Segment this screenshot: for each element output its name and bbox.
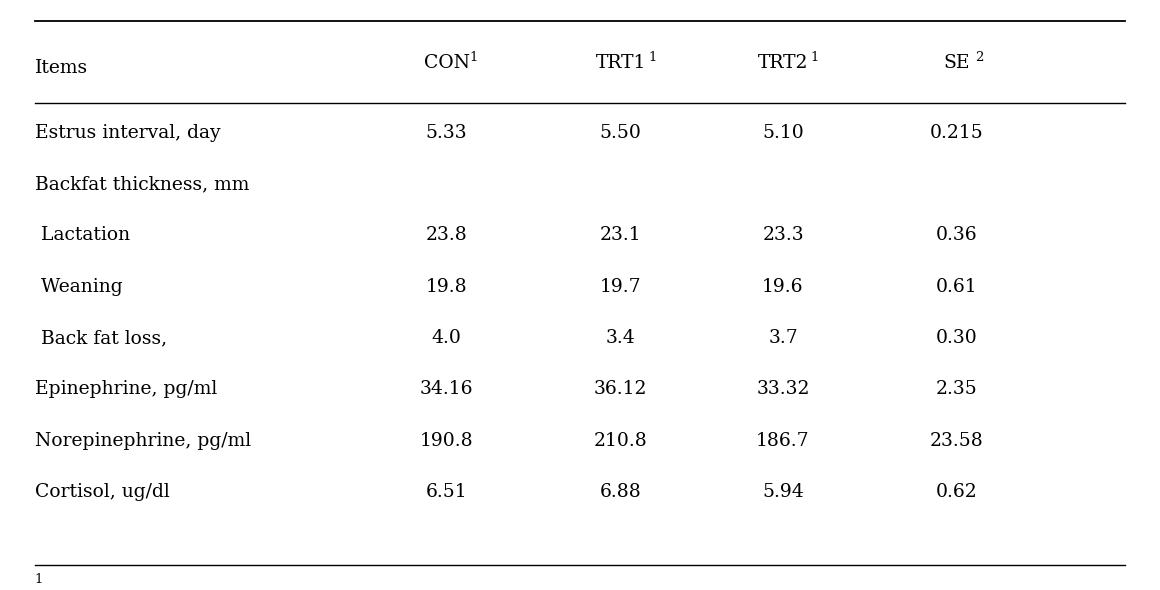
Text: Weaning: Weaning [35, 278, 123, 296]
Text: 2: 2 [976, 51, 984, 64]
Text: Cortisol, ug/dl: Cortisol, ug/dl [35, 483, 169, 501]
Text: 0.61: 0.61 [936, 278, 978, 296]
Text: 3.7: 3.7 [768, 329, 798, 347]
Text: 23.8: 23.8 [426, 227, 467, 244]
Text: CON: CON [423, 54, 470, 72]
Text: 1: 1 [648, 51, 657, 64]
Text: 210.8: 210.8 [594, 432, 647, 450]
Text: 1: 1 [35, 573, 43, 586]
Text: 0.30: 0.30 [936, 329, 978, 347]
Text: 5.10: 5.10 [762, 124, 804, 142]
Text: 1: 1 [470, 51, 478, 64]
Text: 23.1: 23.1 [600, 227, 641, 244]
Text: 33.32: 33.32 [756, 381, 810, 398]
Text: Epinephrine, pg/ml: Epinephrine, pg/ml [35, 381, 217, 398]
Text: 0.36: 0.36 [936, 227, 978, 244]
Text: Norepinephrine, pg/ml: Norepinephrine, pg/ml [35, 432, 251, 450]
Text: TRT1: TRT1 [595, 54, 646, 72]
Text: 186.7: 186.7 [756, 432, 810, 450]
Text: Backfat thickness, mm: Backfat thickness, mm [35, 175, 249, 193]
Text: 2.35: 2.35 [936, 381, 978, 398]
Text: 190.8: 190.8 [420, 432, 473, 450]
Text: 0.215: 0.215 [930, 124, 984, 142]
Text: 23.58: 23.58 [930, 432, 984, 450]
Text: 6.88: 6.88 [600, 483, 641, 501]
Text: Items: Items [35, 59, 88, 77]
Text: 19.7: 19.7 [600, 278, 641, 296]
Text: 1: 1 [811, 51, 819, 64]
Text: 6.51: 6.51 [426, 483, 467, 501]
Text: Estrus interval, day: Estrus interval, day [35, 124, 220, 142]
Text: 23.3: 23.3 [762, 227, 804, 244]
Text: TRT2: TRT2 [757, 54, 809, 72]
Text: 5.33: 5.33 [426, 124, 467, 142]
Text: 3.4: 3.4 [606, 329, 636, 347]
Text: SE: SE [944, 54, 970, 72]
Text: 19.6: 19.6 [762, 278, 804, 296]
Text: 5.50: 5.50 [600, 124, 641, 142]
Text: Lactation: Lactation [35, 227, 130, 244]
Text: Back fat loss,: Back fat loss, [35, 329, 167, 347]
Text: 4.0: 4.0 [432, 329, 462, 347]
Text: 0.62: 0.62 [936, 483, 978, 501]
Text: 19.8: 19.8 [426, 278, 467, 296]
Text: 36.12: 36.12 [594, 381, 647, 398]
Text: 34.16: 34.16 [420, 381, 473, 398]
Text: 5.94: 5.94 [762, 483, 804, 501]
